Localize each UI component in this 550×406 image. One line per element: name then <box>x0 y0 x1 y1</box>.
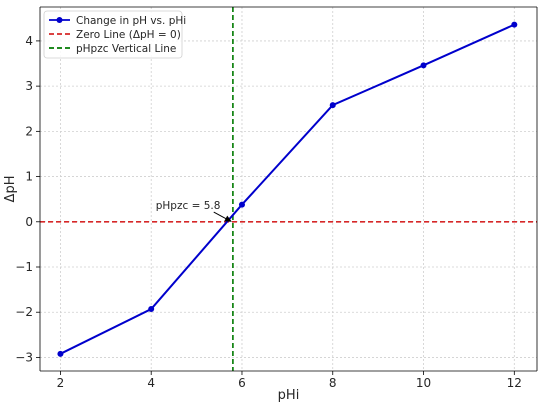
series-layer <box>57 21 518 357</box>
data-point <box>148 306 155 313</box>
x-tick-label: 8 <box>329 376 337 390</box>
axes: pHi ΔpH <box>3 6 538 403</box>
annotation-layer: pHpzc = 5.8 <box>156 200 232 222</box>
data-point <box>238 201 245 208</box>
y-tick-label: 3 <box>25 79 33 93</box>
y-tick-label: −2 <box>15 305 33 319</box>
annotation-arrow-head <box>224 215 232 222</box>
y-tick-label: 2 <box>25 124 33 138</box>
legend-label: Change in pH vs. pHi <box>76 15 186 27</box>
y-tick-label: −3 <box>15 350 33 364</box>
grid <box>40 7 537 371</box>
legend-label: Zero Line (ΔpH = 0) <box>76 29 181 41</box>
data-point <box>420 62 427 69</box>
x-tick-label: 12 <box>507 376 522 390</box>
data-point <box>511 21 518 28</box>
data-point <box>57 350 64 357</box>
x-tick-label: 2 <box>57 376 65 390</box>
legend-box <box>43 10 183 59</box>
x-tick-label: 10 <box>416 376 431 390</box>
x-tick-label: 4 <box>147 376 155 390</box>
y-tick-label: 0 <box>25 215 33 229</box>
y-tick-label: 1 <box>25 170 33 184</box>
legend: Change in pH vs. pHi Zero Line (ΔpH = 0) p… <box>43 10 186 59</box>
annotation-label: pHpzc = 5.8 <box>156 200 221 212</box>
y-tick-label: 4 <box>25 34 33 48</box>
legend-marker <box>56 17 63 23</box>
data-point <box>329 102 336 109</box>
legend-label: pHpzc Vertical Line <box>76 43 176 55</box>
x-tick-label: 6 <box>238 376 246 390</box>
reference-lines <box>40 7 537 371</box>
y-axis-title: ΔpH <box>3 176 18 203</box>
series-line <box>59 23 515 355</box>
x-axis-title: pHi <box>278 388 300 403</box>
y-tick-label: −1 <box>15 260 33 274</box>
